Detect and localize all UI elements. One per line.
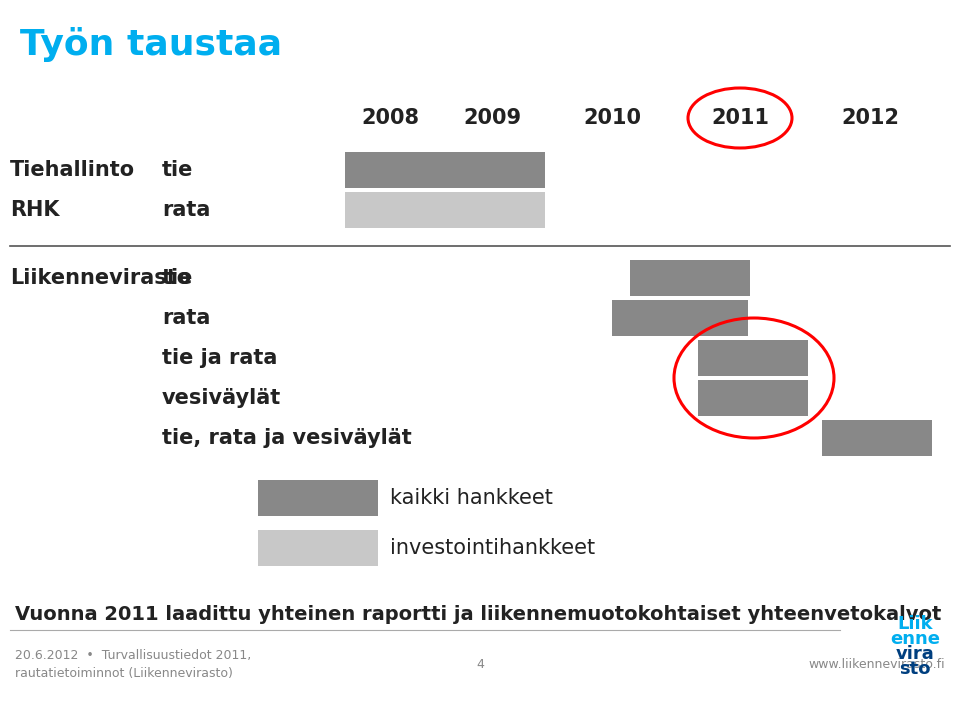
- Bar: [258, 530, 378, 566]
- Text: 2011: 2011: [711, 108, 769, 128]
- Bar: [345, 192, 545, 228]
- Text: 2010: 2010: [583, 108, 641, 128]
- Text: Liik: Liik: [898, 615, 933, 633]
- Text: tie: tie: [162, 160, 193, 180]
- Text: RHK: RHK: [10, 200, 60, 220]
- Text: 2009: 2009: [463, 108, 521, 128]
- Text: investointihankkeet: investointihankkeet: [390, 538, 595, 558]
- Text: tie ja rata: tie ja rata: [162, 348, 277, 368]
- Bar: [258, 480, 378, 516]
- Bar: [345, 152, 545, 188]
- Text: tie: tie: [162, 268, 193, 288]
- Text: kaikki hankkeet: kaikki hankkeet: [390, 488, 553, 508]
- Text: rata: rata: [162, 200, 210, 220]
- Text: tie, rata ja vesiväylät: tie, rata ja vesiväylät: [162, 428, 412, 448]
- Text: sto: sto: [900, 660, 931, 678]
- Text: 2012: 2012: [841, 108, 899, 128]
- Text: vesiväylät: vesiväylät: [162, 388, 281, 408]
- Text: vira: vira: [896, 645, 934, 663]
- Bar: [630, 260, 750, 296]
- Text: enne: enne: [890, 630, 940, 648]
- Text: 4: 4: [476, 658, 484, 672]
- Text: Vuonna 2011 laadittu yhteinen raportti ja liikennemuotokohtaiset yhteenvetokalvo: Vuonna 2011 laadittu yhteinen raportti j…: [15, 606, 942, 625]
- Text: Tiehallinto: Tiehallinto: [10, 160, 135, 180]
- Bar: [822, 420, 932, 456]
- Bar: [698, 340, 808, 376]
- Text: 20.6.2012  •  Turvallisuustiedot 2011,
rautatietoiminnot (Liikennevirasto): 20.6.2012 • Turvallisuustiedot 2011, rau…: [15, 649, 252, 680]
- Bar: [612, 300, 748, 336]
- Text: rata: rata: [162, 308, 210, 328]
- Text: Liikennevirasto: Liikennevirasto: [10, 268, 191, 288]
- Text: 2008: 2008: [361, 108, 419, 128]
- Bar: [698, 380, 808, 416]
- Text: www.liikennevirasto.fi: www.liikennevirasto.fi: [808, 658, 945, 672]
- Text: Työn taustaa: Työn taustaa: [20, 27, 282, 62]
